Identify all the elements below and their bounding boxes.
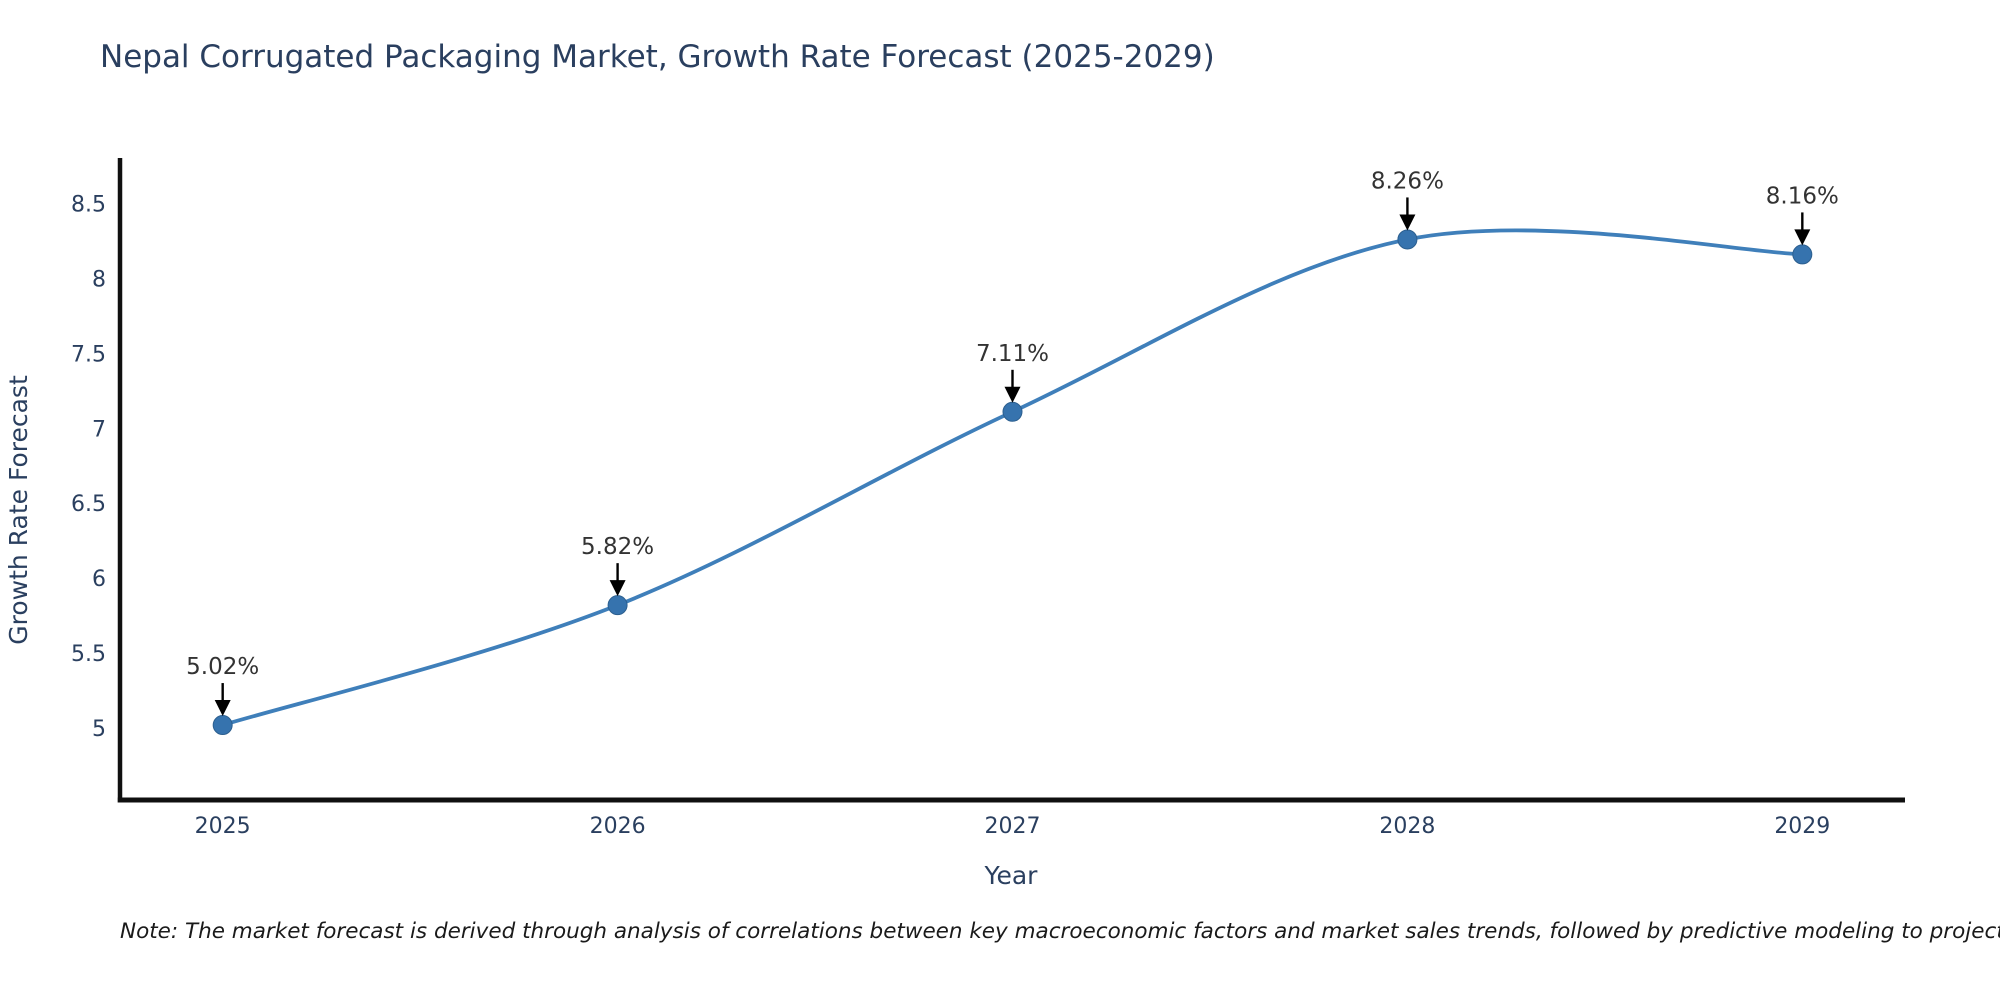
data-point-marker bbox=[1397, 229, 1418, 250]
data-point-marker bbox=[1002, 401, 1023, 422]
y-axis-tick-labels: 8.5 8 7.5 7 6.5 6 5.5 5 bbox=[71, 192, 106, 742]
data-point-marker bbox=[607, 595, 628, 616]
point-value-label: 8.26% bbox=[1371, 168, 1444, 194]
point-annotations: 5.02% 5.82% 7.11% 8.26% 8.16% bbox=[186, 168, 1839, 717]
y-axis-title: Growth Rate Forecast bbox=[4, 375, 33, 645]
x-axis-tick-labels: 2025 2026 2027 2028 2029 bbox=[195, 814, 1831, 839]
annotation-arrowhead bbox=[1004, 386, 1021, 403]
y-tick-label: 7 bbox=[92, 417, 106, 442]
footnote: Note: The market forecast is derived thr… bbox=[120, 919, 2000, 944]
x-tick-label: 2026 bbox=[590, 814, 646, 839]
annotation-arrowhead bbox=[609, 580, 626, 597]
y-tick-label: 6.5 bbox=[71, 492, 106, 517]
annotation-arrowhead bbox=[214, 700, 231, 717]
x-tick-label: 2025 bbox=[195, 814, 251, 839]
y-tick-label: 8.5 bbox=[71, 192, 106, 217]
point-value-label: 8.16% bbox=[1766, 183, 1839, 209]
y-tick-label: 6 bbox=[92, 567, 106, 592]
x-axis-title: Year bbox=[984, 861, 1039, 890]
x-tick-label: 2028 bbox=[1379, 814, 1435, 839]
y-tick-label: 5.5 bbox=[71, 642, 106, 667]
data-point-marker bbox=[212, 715, 233, 736]
annotation-arrowhead bbox=[1794, 229, 1811, 246]
point-value-label: 5.82% bbox=[581, 534, 654, 560]
point-value-label: 7.11% bbox=[976, 341, 1049, 367]
y-tick-label: 5 bbox=[92, 717, 106, 742]
line-series-growth-rate bbox=[220, 228, 1805, 727]
point-value-label: 5.02% bbox=[186, 654, 259, 680]
y-tick-label: 8 bbox=[92, 267, 106, 292]
x-tick-label: 2029 bbox=[1774, 814, 1830, 839]
data-point-marker bbox=[1792, 244, 1813, 265]
chart-title: Nepal Corrugated Packaging Market, Growt… bbox=[100, 39, 1215, 75]
annotation-arrowhead bbox=[1399, 214, 1416, 231]
x-tick-label: 2027 bbox=[985, 814, 1041, 839]
y-tick-label: 7.5 bbox=[71, 342, 106, 367]
